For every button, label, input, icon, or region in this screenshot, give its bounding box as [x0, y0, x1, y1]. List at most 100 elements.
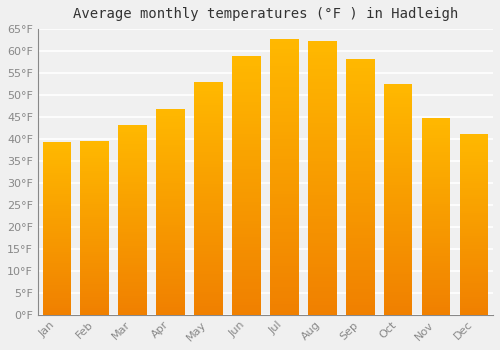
- Bar: [308, 55, 336, 58]
- Bar: [194, 289, 223, 292]
- Bar: [460, 231, 488, 233]
- Bar: [308, 99, 336, 103]
- Bar: [308, 229, 336, 233]
- Bar: [194, 88, 223, 91]
- Bar: [384, 165, 412, 168]
- Bar: [42, 194, 71, 196]
- Bar: [118, 239, 147, 241]
- Bar: [346, 241, 374, 244]
- Bar: [118, 127, 147, 130]
- Bar: [384, 260, 412, 263]
- Bar: [156, 155, 185, 158]
- Bar: [270, 156, 298, 160]
- Bar: [80, 182, 109, 184]
- Bar: [80, 271, 109, 273]
- Bar: [194, 175, 223, 178]
- Bar: [346, 289, 374, 292]
- Bar: [42, 310, 71, 313]
- Bar: [422, 204, 450, 206]
- Bar: [42, 285, 71, 287]
- Bar: [118, 187, 147, 189]
- Bar: [270, 42, 298, 46]
- Bar: [346, 174, 374, 177]
- Bar: [194, 207, 223, 210]
- Bar: [232, 150, 260, 153]
- Bar: [80, 208, 109, 210]
- Bar: [270, 308, 298, 311]
- Bar: [80, 204, 109, 206]
- Bar: [422, 261, 450, 263]
- Bar: [346, 257, 374, 260]
- Bar: [118, 296, 147, 298]
- Bar: [308, 134, 336, 137]
- Bar: [156, 281, 185, 284]
- Bar: [42, 282, 71, 285]
- Bar: [80, 175, 109, 178]
- Bar: [42, 220, 71, 222]
- Bar: [194, 85, 223, 88]
- Bar: [118, 161, 147, 163]
- Bar: [270, 77, 298, 80]
- Bar: [422, 150, 450, 152]
- Bar: [232, 289, 260, 292]
- Bar: [384, 254, 412, 257]
- Bar: [384, 292, 412, 295]
- Bar: [80, 202, 109, 204]
- Bar: [118, 180, 147, 182]
- Bar: [232, 85, 260, 89]
- Bar: [232, 124, 260, 127]
- Bar: [308, 178, 336, 182]
- Bar: [118, 156, 147, 158]
- Bar: [384, 211, 412, 214]
- Bar: [80, 169, 109, 171]
- Bar: [42, 272, 71, 274]
- Bar: [156, 140, 185, 142]
- Bar: [118, 248, 147, 251]
- Bar: [308, 58, 336, 62]
- Bar: [460, 265, 488, 267]
- Bar: [460, 238, 488, 240]
- Bar: [80, 247, 109, 250]
- Bar: [42, 155, 71, 158]
- Bar: [194, 132, 223, 134]
- Bar: [308, 106, 336, 110]
- Bar: [42, 183, 71, 186]
- Bar: [460, 270, 488, 272]
- Bar: [118, 149, 147, 151]
- Bar: [422, 209, 450, 211]
- Bar: [156, 225, 185, 227]
- Bar: [232, 182, 260, 186]
- Bar: [80, 212, 109, 215]
- Bar: [422, 172, 450, 174]
- Bar: [346, 203, 374, 206]
- Bar: [384, 136, 412, 139]
- Bar: [384, 214, 412, 217]
- Bar: [80, 217, 109, 219]
- Bar: [308, 236, 336, 240]
- Bar: [80, 289, 109, 291]
- Bar: [118, 217, 147, 220]
- Bar: [384, 228, 412, 231]
- Bar: [384, 87, 412, 90]
- Bar: [384, 257, 412, 260]
- Bar: [384, 303, 412, 306]
- Bar: [270, 166, 298, 170]
- Bar: [156, 147, 185, 150]
- Bar: [156, 206, 185, 209]
- Bar: [346, 126, 374, 129]
- Bar: [232, 211, 260, 215]
- Bar: [118, 293, 147, 296]
- Bar: [118, 274, 147, 277]
- Bar: [156, 119, 185, 121]
- Bar: [232, 156, 260, 160]
- Bar: [80, 206, 109, 208]
- Bar: [270, 149, 298, 153]
- Bar: [270, 270, 298, 273]
- Bar: [422, 251, 450, 253]
- Bar: [422, 283, 450, 285]
- Bar: [80, 160, 109, 162]
- Bar: [42, 192, 71, 194]
- Bar: [384, 240, 412, 243]
- Bar: [80, 145, 109, 147]
- Bar: [232, 60, 260, 63]
